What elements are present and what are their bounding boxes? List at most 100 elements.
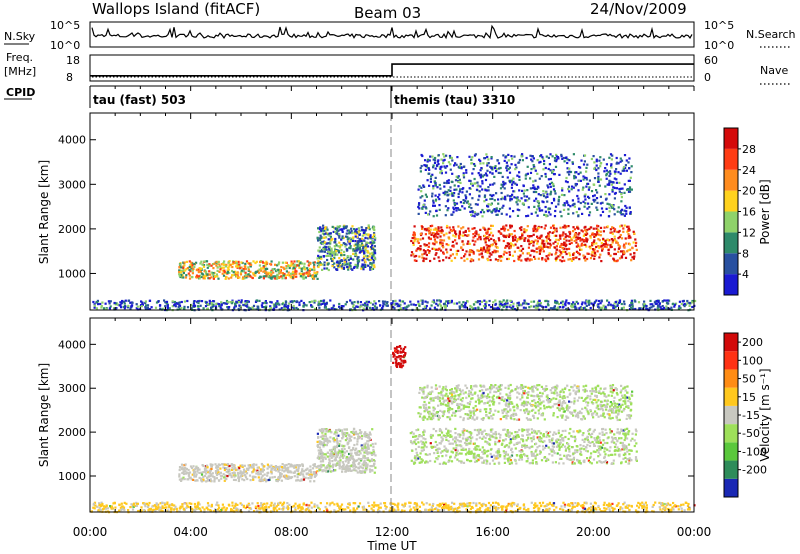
data-cell <box>518 209 521 212</box>
data-cell <box>366 303 369 306</box>
data-cell <box>243 265 246 268</box>
data-cell <box>532 157 535 160</box>
data-cell <box>464 234 467 237</box>
data-cell <box>575 211 578 214</box>
data-cell <box>592 249 595 252</box>
data-cell <box>374 454 377 457</box>
data-cell <box>558 249 561 252</box>
data-cell <box>319 226 322 229</box>
data-cell <box>422 259 425 262</box>
data-cell <box>180 479 183 482</box>
data-cell <box>439 171 442 174</box>
data-cell <box>497 210 501 213</box>
data-cell <box>468 193 471 196</box>
data-cell <box>283 272 286 276</box>
data-cell <box>320 455 323 458</box>
data-cell <box>458 236 461 239</box>
data-cell <box>331 237 334 240</box>
data-cell <box>568 239 571 242</box>
data-cell <box>333 448 337 451</box>
data-cell <box>277 268 280 271</box>
data-cell <box>284 305 287 308</box>
data-cell <box>422 257 426 260</box>
data-cell <box>520 197 523 200</box>
data-cell <box>560 215 563 218</box>
data-cell <box>298 464 301 467</box>
data-cell <box>436 299 439 302</box>
data-cell <box>632 257 635 260</box>
data-cell <box>285 301 288 304</box>
data-cell <box>354 240 357 243</box>
data-cell <box>228 265 231 268</box>
data-cell <box>234 304 237 308</box>
data-cell <box>571 462 574 465</box>
data-cell <box>449 228 452 232</box>
data-cell <box>196 470 199 473</box>
data-cell <box>296 464 299 467</box>
data-cell <box>479 169 482 172</box>
data-cell <box>212 267 215 270</box>
data-cell <box>469 304 472 308</box>
data-cell <box>480 174 483 177</box>
data-cell <box>569 258 572 261</box>
data-cell <box>483 238 486 241</box>
data-cell <box>524 237 527 240</box>
data-cell <box>419 170 422 173</box>
data-cell <box>182 476 185 479</box>
data-cell <box>612 205 615 208</box>
data-cell <box>583 306 586 309</box>
data-cell <box>435 214 439 217</box>
data-cell <box>251 466 254 469</box>
data-cell <box>606 225 609 228</box>
data-cell <box>333 241 336 244</box>
data-cell <box>568 302 571 305</box>
data-cell <box>436 231 439 234</box>
data-cell <box>343 451 346 454</box>
data-cell <box>536 242 539 245</box>
data-cell <box>300 272 303 276</box>
data-cell <box>324 241 327 244</box>
data-cell <box>332 446 335 449</box>
data-cell <box>213 477 216 480</box>
data-cell <box>193 468 196 471</box>
data-cell <box>398 299 401 302</box>
data-cell <box>535 251 538 254</box>
colorbar-swatch <box>724 274 738 295</box>
data-cell <box>95 307 98 310</box>
data-cell <box>585 185 588 188</box>
data-cell <box>470 182 473 185</box>
data-cell <box>435 164 439 167</box>
data-cell <box>191 264 194 267</box>
data-cell <box>195 269 198 272</box>
data-cell <box>467 202 471 206</box>
data-cell <box>303 266 306 269</box>
data-cell <box>304 476 307 479</box>
data-cell <box>309 267 312 270</box>
data-cell <box>295 270 298 273</box>
data-cell <box>565 176 568 180</box>
data-cell <box>465 196 468 199</box>
data-cell <box>498 239 501 242</box>
data-cell <box>285 463 288 467</box>
data-cell <box>372 459 375 462</box>
data-cell <box>515 201 518 204</box>
data-cell <box>200 471 203 474</box>
data-cell <box>595 245 598 249</box>
data-cell <box>578 207 581 210</box>
data-cell <box>120 306 123 309</box>
data-cell <box>373 249 376 252</box>
data-cell <box>150 306 153 309</box>
data-cell <box>321 232 324 235</box>
data-cell <box>593 257 596 260</box>
data-cell <box>584 198 587 201</box>
data-cell <box>392 351 395 354</box>
data-cell <box>607 253 610 256</box>
data-cell <box>251 471 254 474</box>
data-cell <box>246 300 249 303</box>
data-cell <box>457 208 460 211</box>
data-cell <box>352 306 355 309</box>
data-cell <box>443 185 446 188</box>
data-cell <box>559 210 562 213</box>
data-cell <box>195 473 198 476</box>
data-cell <box>429 435 432 438</box>
